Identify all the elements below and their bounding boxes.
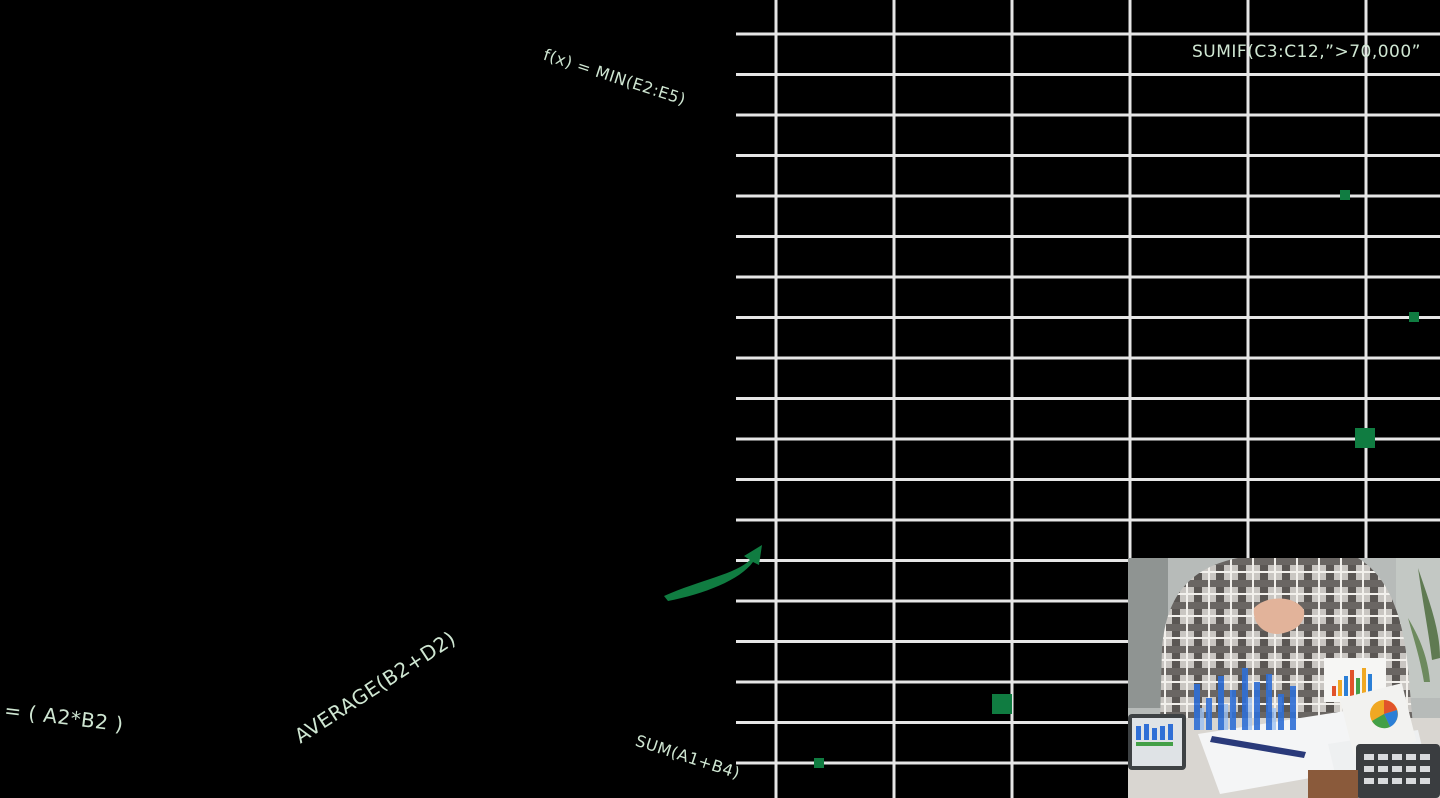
green-square-icon bbox=[1340, 190, 1350, 200]
formula-sumif: SUMIF(C3:C12,”>70,000” bbox=[1192, 42, 1421, 62]
curved-arrow-icon bbox=[664, 545, 762, 601]
person-analyzing-charts-photo bbox=[1128, 558, 1440, 798]
green-square-icon bbox=[1409, 312, 1419, 322]
green-square-icon bbox=[1355, 428, 1375, 448]
green-square-icon bbox=[814, 758, 824, 768]
green-square-icon bbox=[992, 694, 1012, 714]
